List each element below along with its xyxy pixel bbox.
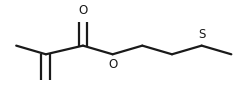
- Text: O: O: [78, 4, 88, 17]
- Text: S: S: [198, 28, 205, 41]
- Text: O: O: [108, 58, 117, 71]
